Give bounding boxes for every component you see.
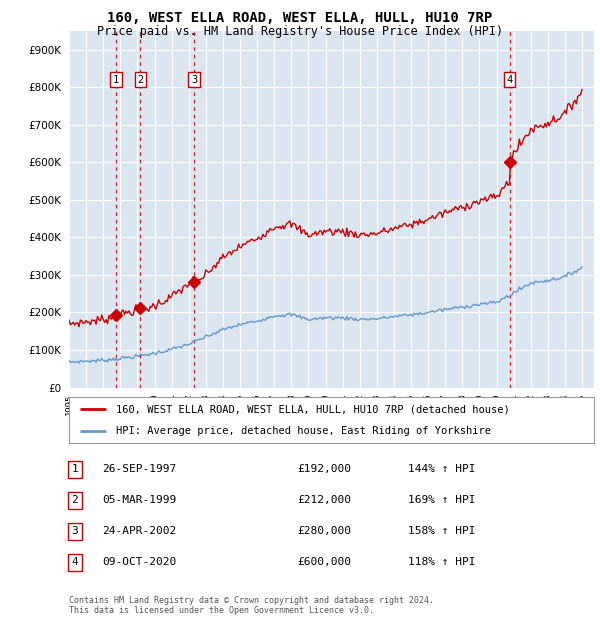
Text: 2: 2: [71, 495, 79, 505]
Text: 4: 4: [506, 75, 513, 85]
Text: Contains HM Land Registry data © Crown copyright and database right 2024.
This d: Contains HM Land Registry data © Crown c…: [69, 596, 434, 615]
Text: 169% ↑ HPI: 169% ↑ HPI: [408, 495, 475, 505]
Text: 1: 1: [113, 75, 119, 85]
Text: 2: 2: [137, 75, 143, 85]
Text: 158% ↑ HPI: 158% ↑ HPI: [408, 526, 475, 536]
Text: 4: 4: [71, 557, 79, 567]
Text: 05-MAR-1999: 05-MAR-1999: [102, 495, 176, 505]
Text: 160, WEST ELLA ROAD, WEST ELLA, HULL, HU10 7RP (detached house): 160, WEST ELLA ROAD, WEST ELLA, HULL, HU…: [116, 404, 510, 414]
Text: 118% ↑ HPI: 118% ↑ HPI: [408, 557, 475, 567]
Text: £280,000: £280,000: [297, 526, 351, 536]
Text: 24-APR-2002: 24-APR-2002: [102, 526, 176, 536]
Text: 1: 1: [71, 464, 79, 474]
Text: £192,000: £192,000: [297, 464, 351, 474]
Text: Price paid vs. HM Land Registry's House Price Index (HPI): Price paid vs. HM Land Registry's House …: [97, 25, 503, 38]
Text: 26-SEP-1997: 26-SEP-1997: [102, 464, 176, 474]
Text: 09-OCT-2020: 09-OCT-2020: [102, 557, 176, 567]
Text: HPI: Average price, detached house, East Riding of Yorkshire: HPI: Average price, detached house, East…: [116, 426, 491, 436]
Text: 3: 3: [71, 526, 79, 536]
Text: £212,000: £212,000: [297, 495, 351, 505]
Text: 144% ↑ HPI: 144% ↑ HPI: [408, 464, 475, 474]
Text: £600,000: £600,000: [297, 557, 351, 567]
Text: 160, WEST ELLA ROAD, WEST ELLA, HULL, HU10 7RP: 160, WEST ELLA ROAD, WEST ELLA, HULL, HU…: [107, 11, 493, 25]
Text: 3: 3: [191, 75, 197, 85]
